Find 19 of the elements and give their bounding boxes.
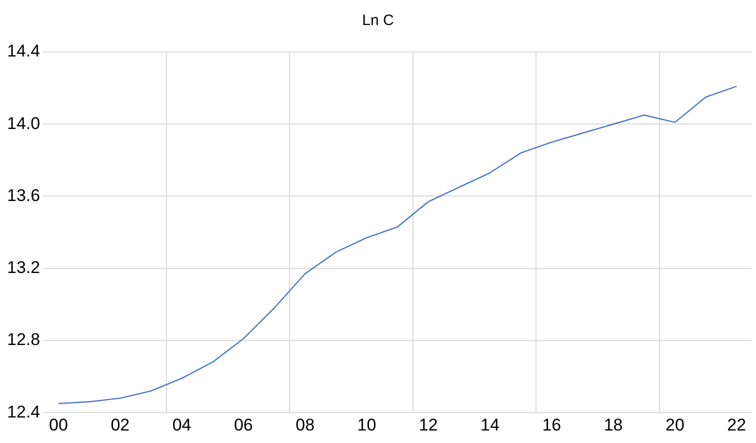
- y-tick-label: 13.2: [6, 258, 40, 278]
- x-tick-label: 04: [172, 415, 192, 434]
- x-tick-label: 16: [542, 415, 562, 434]
- y-tick-label: 14.4: [6, 42, 40, 61]
- x-tick-label: 08: [296, 415, 315, 434]
- x-tick-label: 06: [234, 415, 253, 434]
- y-tick-label: 12.4: [6, 402, 40, 422]
- chart-title: Ln C: [362, 12, 394, 30]
- x-tick-label: 10: [357, 415, 376, 434]
- x-tick-label: 02: [110, 415, 130, 434]
- x-tick-label: 00: [49, 415, 68, 434]
- y-tick-label: 14.0: [6, 114, 40, 133]
- y-tick-label: 13.6: [6, 186, 40, 205]
- x-tick-label: 18: [604, 415, 623, 434]
- y-tick-label: 12.8: [6, 330, 40, 350]
- x-tick-label: 14: [480, 415, 500, 434]
- x-tick-label: 12: [418, 415, 438, 434]
- x-tick-label: 20: [665, 415, 684, 434]
- x-tick-label: 22: [727, 415, 746, 434]
